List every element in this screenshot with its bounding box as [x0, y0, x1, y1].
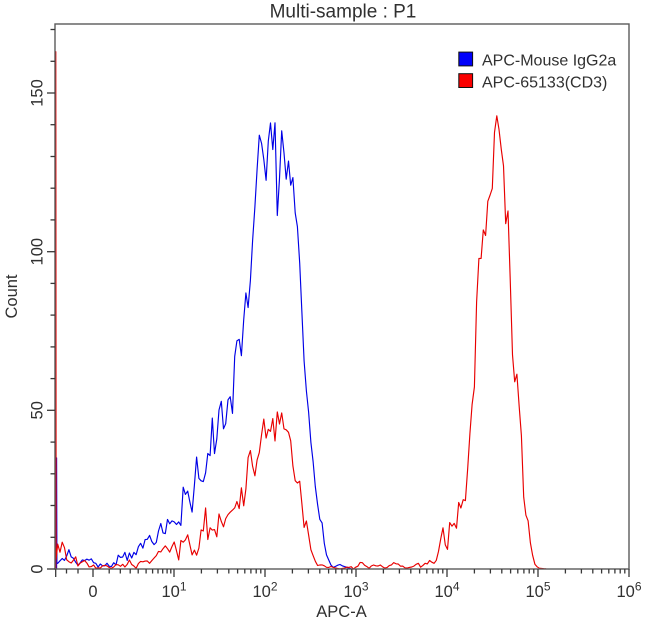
svg-text:100: 100 [29, 238, 47, 266]
svg-text:APC-65133(CD3): APC-65133(CD3) [482, 74, 607, 91]
svg-text:APC-A: APC-A [316, 603, 366, 621]
svg-text:0: 0 [29, 564, 47, 573]
svg-text:Count: Count [3, 274, 21, 318]
svg-text:150: 150 [29, 79, 47, 107]
svg-text:Multi-sample : P1: Multi-sample : P1 [270, 2, 417, 23]
svg-text:APC-Mouse IgG2a: APC-Mouse IgG2a [482, 53, 616, 70]
svg-text:50: 50 [29, 401, 47, 419]
svg-text:0: 0 [88, 583, 97, 601]
